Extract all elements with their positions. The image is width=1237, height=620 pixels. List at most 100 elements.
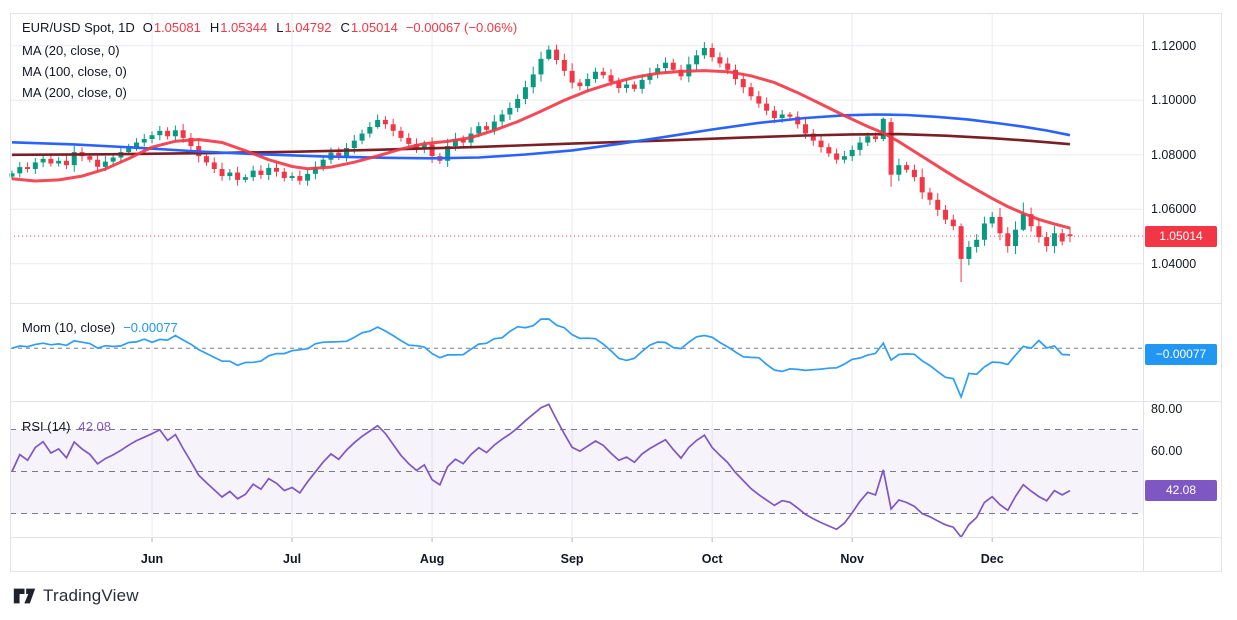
candle (375, 119, 381, 128)
candle (406, 137, 412, 144)
candle (95, 159, 101, 167)
candle (787, 114, 793, 117)
candle (678, 69, 684, 77)
candle (1028, 214, 1034, 227)
ma20-line (11, 69, 1071, 230)
candle (546, 49, 552, 59)
candle (577, 82, 583, 87)
candle (803, 124, 808, 134)
candle (289, 176, 295, 178)
candle (250, 170, 256, 178)
candle (554, 49, 560, 60)
candle (958, 226, 964, 259)
candle (748, 87, 754, 97)
candle (9, 173, 15, 177)
candle (157, 130, 163, 136)
candle (701, 47, 707, 56)
candle (336, 152, 342, 157)
candle (71, 152, 77, 166)
candle (507, 107, 513, 115)
ma100-line (11, 113, 1071, 160)
candle (935, 199, 941, 210)
candle (904, 165, 910, 170)
candle (974, 239, 980, 247)
candle (1044, 237, 1050, 247)
candle (515, 98, 521, 108)
candle (779, 114, 785, 119)
candle (725, 63, 731, 70)
candle (491, 121, 497, 130)
price-axis[interactable] (1143, 13, 1222, 537)
candle (1067, 234, 1073, 237)
candle (600, 71, 606, 76)
candle (1013, 229, 1019, 247)
candle (351, 140, 357, 148)
candle (133, 142, 139, 148)
candle (445, 146, 451, 161)
candle (709, 47, 715, 58)
candle (670, 62, 676, 70)
candle (608, 75, 614, 82)
candle (810, 133, 816, 141)
candle (585, 79, 591, 87)
candle (873, 136, 879, 139)
candle (989, 216, 995, 224)
candle (25, 167, 31, 169)
candle (149, 135, 155, 139)
candle (561, 59, 567, 71)
candle (40, 158, 46, 163)
candle (211, 162, 217, 169)
candle (452, 138, 458, 147)
candle (227, 172, 233, 177)
candle (740, 79, 746, 88)
candle (943, 209, 949, 220)
candle (950, 219, 956, 227)
candle (382, 119, 388, 125)
candle (17, 167, 23, 174)
candle (110, 157, 116, 162)
candle (919, 177, 925, 193)
candle (880, 118, 886, 139)
candle (795, 116, 801, 125)
candle (235, 172, 241, 180)
candle (476, 126, 482, 134)
rsi-line (11, 403, 1071, 539)
candle (398, 130, 404, 138)
momentum-line (11, 318, 1071, 400)
candle (694, 55, 700, 65)
candle (849, 149, 855, 157)
candle (966, 246, 972, 259)
candle (662, 62, 668, 69)
candle (896, 165, 902, 175)
candle (429, 144, 435, 157)
candle (569, 70, 575, 83)
candle (538, 58, 544, 75)
candle (1020, 214, 1026, 230)
candle (888, 122, 894, 175)
candle (530, 74, 536, 88)
candle (631, 84, 637, 89)
candle (911, 169, 917, 178)
candle (624, 84, 630, 89)
candle (997, 216, 1003, 234)
candle (616, 81, 622, 89)
candle (56, 160, 62, 164)
candle (647, 73, 653, 80)
candle (1059, 233, 1065, 242)
candle (281, 171, 287, 178)
candle (188, 137, 194, 147)
candle (203, 156, 209, 163)
candle (981, 223, 987, 240)
candle (818, 140, 824, 148)
candle (421, 144, 427, 149)
candle (312, 167, 318, 174)
candle (639, 79, 645, 89)
candle (266, 167, 272, 175)
candle (1051, 233, 1057, 247)
time-axis[interactable] (10, 537, 1222, 572)
candle (1036, 226, 1042, 238)
candle (771, 110, 777, 119)
candle (927, 192, 933, 200)
